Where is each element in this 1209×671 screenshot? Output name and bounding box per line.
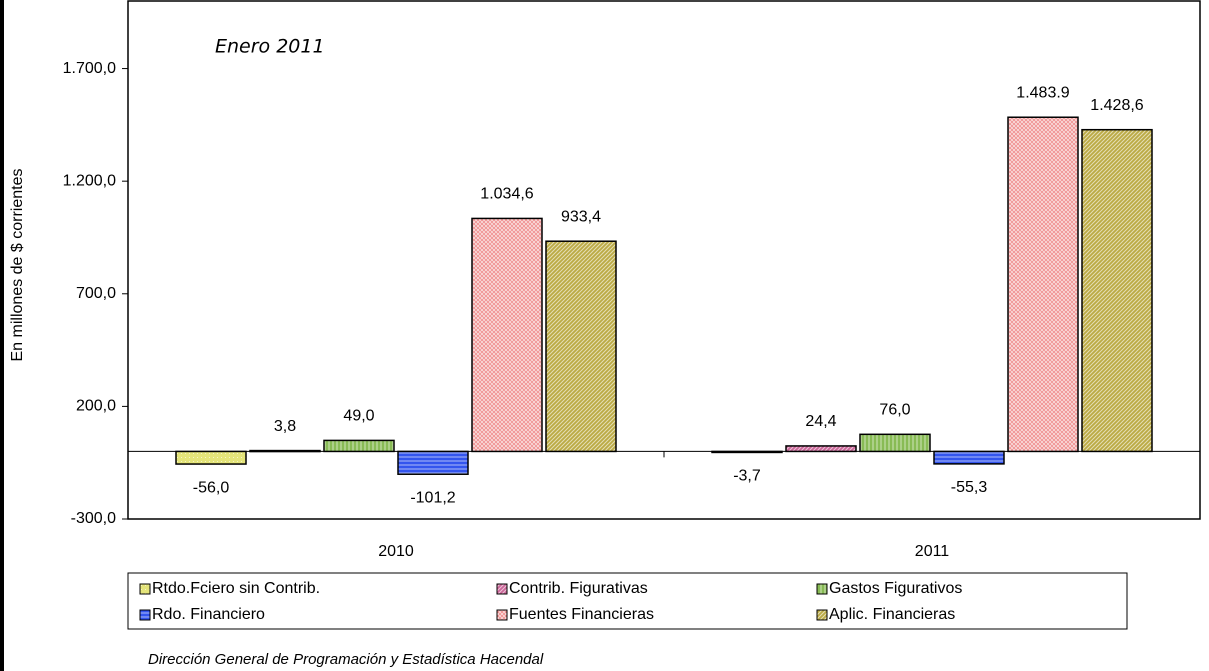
bar xyxy=(545,240,617,453)
x-tick-label: 2010 xyxy=(378,543,414,560)
legend-swatch xyxy=(816,583,828,595)
plot-area xyxy=(127,0,1201,520)
y-tick-label: 200,0 xyxy=(76,398,116,415)
value-label: 1.483.9 xyxy=(1016,84,1069,101)
value-label: 24,4 xyxy=(805,413,836,430)
value-label: -3,7 xyxy=(733,467,761,484)
legend-swatch xyxy=(496,583,508,595)
bar xyxy=(323,439,395,453)
bar xyxy=(1081,128,1153,453)
chart-title: Enero 2011 xyxy=(215,36,325,58)
bar xyxy=(859,433,931,453)
value-label: -56,0 xyxy=(193,479,230,496)
y-tick-label: 1.200,0 xyxy=(63,172,116,189)
y-tick-label: -300,0 xyxy=(71,510,116,527)
bar xyxy=(1007,116,1079,453)
legend-label: Gastos Figurativos xyxy=(829,580,962,597)
bar xyxy=(249,449,321,453)
bar xyxy=(397,450,469,475)
legend-swatch xyxy=(139,609,151,621)
y-tick-label: 700,0 xyxy=(76,285,116,302)
value-label: 933,4 xyxy=(561,208,601,225)
legend-box xyxy=(127,572,1128,630)
bar xyxy=(933,450,1005,465)
bar xyxy=(175,450,247,465)
value-label: 1.034,6 xyxy=(480,186,533,203)
value-label: -55,3 xyxy=(951,479,988,496)
y-tick-label: 1.700,0 xyxy=(63,60,116,77)
bar xyxy=(785,445,857,453)
bar xyxy=(471,217,543,453)
y-axis-label: En millones de $ corrientes xyxy=(9,169,26,362)
footer: Dirección General de Programación y Esta… xyxy=(148,651,544,668)
legend-swatch xyxy=(816,609,828,621)
value-label: 1.428,6 xyxy=(1090,97,1143,114)
legend-label: Contrib. Figurativas xyxy=(509,580,648,597)
bar xyxy=(711,450,783,454)
legend-label: Rtdo.Fciero sin Contrib. xyxy=(152,580,320,597)
legend-label: Rdo. Financiero xyxy=(152,606,265,623)
legend-swatch xyxy=(139,583,151,595)
value-label: -101,2 xyxy=(410,489,455,506)
value-label: 76,0 xyxy=(879,402,910,419)
value-label: 3,8 xyxy=(274,418,296,435)
value-label: 49,0 xyxy=(343,408,374,425)
x-tick-label: 2011 xyxy=(915,543,950,560)
legend-label: Aplic. Financieras xyxy=(829,606,955,623)
legend-label: Fuentes Financieras xyxy=(509,606,654,623)
legend-swatch xyxy=(496,609,508,621)
